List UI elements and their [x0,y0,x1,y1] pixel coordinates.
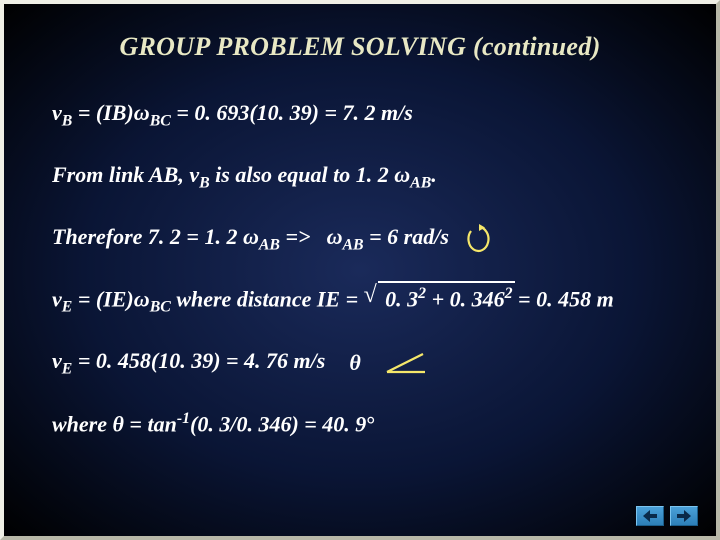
angle-icon [385,350,431,376]
equation-line-6: where θ = tan-1(0. 3/0. 346) = 40. 9° [52,408,668,439]
equation-line-4: vE = (IE)ωBC where distance IE = √ 0. 32… [52,283,668,318]
subscript: E [62,299,73,316]
omega-symbol: ω [394,162,410,187]
prev-button[interactable] [636,506,664,526]
omega-symbol: ω [327,224,343,249]
text: where [52,411,113,436]
sqrt-expression: √ 0. 32 + 0. 3462 [364,283,513,314]
omega-symbol: ω [243,224,259,249]
subscript: AB [410,174,431,191]
theta-symbol: θ [113,411,124,436]
superscript: 2 [418,285,426,302]
text: = tan [124,411,177,436]
prev-icon [643,510,657,522]
text: = 0. 458 m [513,287,614,312]
superscript: -1 [177,410,190,427]
text-left: vE = 0. 458(10. 39) = 4. 76 m/s [52,346,325,380]
omega-symbol: ω [134,100,150,125]
text: v [52,100,62,125]
text: . [431,162,437,187]
text-left: Therefore 7. 2 = 1. 2 ωAB => [52,222,311,256]
subscript: B [199,174,210,191]
text: = (IB) [72,100,133,125]
degree-symbol: ° [366,411,375,436]
slide-title: GROUP PROBLEM SOLVING (continued) [52,32,668,62]
subscript: E [62,361,73,378]
subscript: AB [259,236,280,253]
text: + 0. 346 [426,287,505,312]
text: where distance IE = [171,287,364,312]
text: = 0. 458(10. 39) = 4. 76 m/s [72,348,325,373]
text: v [52,287,62,312]
subscript: AB [343,236,364,253]
equation-line-5: vE = 0. 458(10. 39) = 4. 76 m/s θ [52,346,668,380]
equation-line-3: Therefore 7. 2 = 1. 2 ωAB => ωAB = 6 rad… [52,222,668,256]
superscript: 2 [505,285,513,302]
subscript: B [62,112,73,129]
sqrt-icon: √ [364,279,377,311]
ccw-rotation-icon [465,223,493,253]
omega-symbol: ω [134,287,150,312]
text: = (IE) [72,287,133,312]
subscript: BC [150,299,171,316]
text: = 6 rad/s [364,224,449,249]
text: From link AB, v [52,162,199,187]
text: Therefore 7. 2 = 1. 2 [52,224,243,249]
equation-line-2: From link AB, vB is also equal to 1. 2 ω… [52,160,668,194]
slide-nav [636,506,698,526]
text: is also equal to 1. 2 [210,162,395,187]
text: v [52,348,62,373]
text: (0. 3/0. 346) = 40. 9 [190,411,366,436]
next-icon [677,510,691,522]
equation-line-1: vB = (IB)ωBC = 0. 693(10. 39) = 7. 2 m/s [52,98,668,132]
text: 0. 3 [385,287,418,312]
theta-symbol: θ [349,348,360,378]
next-button[interactable] [670,506,698,526]
text: => [280,224,311,249]
text-right: ωAB = 6 rad/s [327,222,449,256]
subscript: BC [150,112,171,129]
sqrt-bar [378,281,515,283]
text: = 0. 693(10. 39) = 7. 2 m/s [171,100,413,125]
